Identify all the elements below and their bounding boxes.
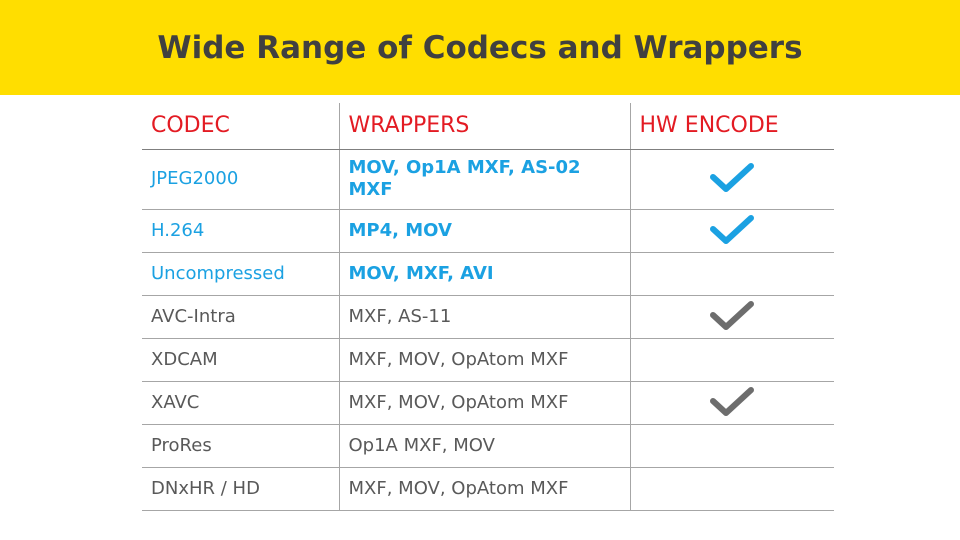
hw-encode-cell: [629, 149, 834, 210]
codec-cell: ProRes: [142, 424, 339, 468]
wrappers-cell: MOV, Op1A MXF, AS-02 MXF: [338, 149, 630, 210]
header-codec: CODEC: [142, 103, 339, 150]
check-icon: [710, 214, 755, 244]
check-icon: [710, 300, 755, 330]
slide-title: Wide Range of Codecs and Wrappers: [157, 30, 803, 66]
codec-cell: Uncompressed: [142, 252, 339, 296]
table-row: AVC-Intra MXF, AS-11: [142, 295, 834, 339]
hw-encode-cell: [629, 424, 834, 468]
wrappers-cell: MXF, MOV, OpAtom MXF: [338, 338, 630, 382]
table-header-row: CODEC WRAPPERS HW ENCODE: [142, 103, 834, 150]
hw-encode-cell: [629, 252, 834, 296]
check-icon: [710, 163, 755, 192]
hw-encode-cell: [629, 467, 834, 511]
table-row: DNxHR / HD MXF, MOV, OpAtom MXF: [142, 467, 834, 511]
header-wrappers: WRAPPERS: [338, 103, 630, 150]
hw-encode-cell: [629, 381, 834, 425]
codec-cell: XDCAM: [142, 338, 339, 382]
wrappers-cell: MOV, MXF, AVI: [338, 252, 630, 296]
table-row: XDCAM MXF, MOV, OpAtom MXF: [142, 338, 834, 382]
title-banner: [0, 0, 960, 95]
wrappers-cell: Op1A MXF, MOV: [338, 424, 630, 468]
table-row: JPEG2000 MOV, Op1A MXF, AS-02 MXF: [142, 149, 834, 210]
wrappers-cell: MXF, AS-11: [338, 295, 630, 339]
codec-cell: H.264: [142, 209, 339, 253]
wrappers-cell: MP4, MOV: [338, 209, 630, 253]
codec-table: CODEC WRAPPERS HW ENCODE JPEG2000 MOV, Op…: [142, 103, 834, 511]
wrappers-cell: MXF, MOV, OpAtom MXF: [338, 467, 630, 511]
check-icon: [710, 386, 755, 416]
codec-cell: JPEG2000: [142, 149, 339, 210]
codec-cell: AVC-Intra: [142, 295, 339, 339]
hw-encode-cell: [629, 338, 834, 382]
table-row: ProRes Op1A MXF, MOV: [142, 424, 834, 468]
table-row: H.264 MP4, MOV: [142, 209, 834, 253]
table-row: XAVC MXF, MOV, OpAtom MXF: [142, 381, 834, 425]
codec-cell: XAVC: [142, 381, 339, 425]
header-hw-encode: HW ENCODE: [629, 103, 834, 150]
wrappers-cell: MXF, MOV, OpAtom MXF: [338, 381, 630, 425]
hw-encode-cell: [629, 295, 834, 339]
codec-cell: DNxHR / HD: [142, 467, 339, 511]
hw-encode-cell: [629, 209, 834, 253]
table-row: Uncompressed MOV, MXF, AVI: [142, 252, 834, 296]
